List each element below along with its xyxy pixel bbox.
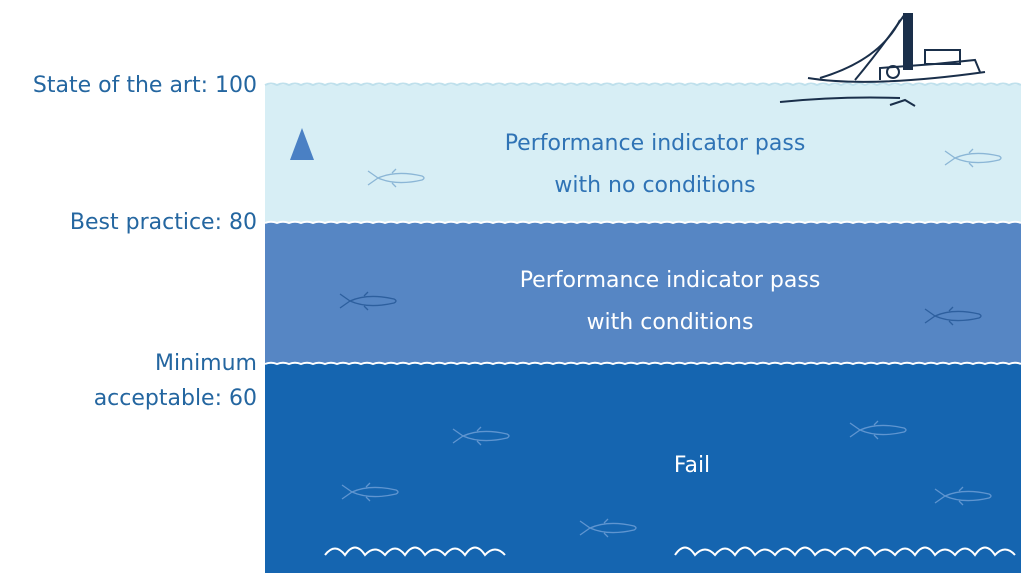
band-middle <box>265 222 1021 365</box>
band-label: with conditions <box>587 310 754 335</box>
level-label: Minimum <box>155 351 257 376</box>
band-label: Fail <box>674 453 710 478</box>
band-label: with no conditions <box>554 173 755 198</box>
band-label: Performance indicator pass <box>505 131 806 156</box>
level-label: State of the art: 100 <box>33 73 257 98</box>
band-label: Performance indicator pass <box>520 268 821 293</box>
diagram: State of the art: 100 Best practice: 80 … <box>0 0 1021 573</box>
level-label: acceptable: 60 <box>94 386 257 411</box>
level-label: Best practice: 80 <box>70 210 257 235</box>
wave-line <box>265 84 1021 86</box>
band-bottom <box>265 363 1021 573</box>
